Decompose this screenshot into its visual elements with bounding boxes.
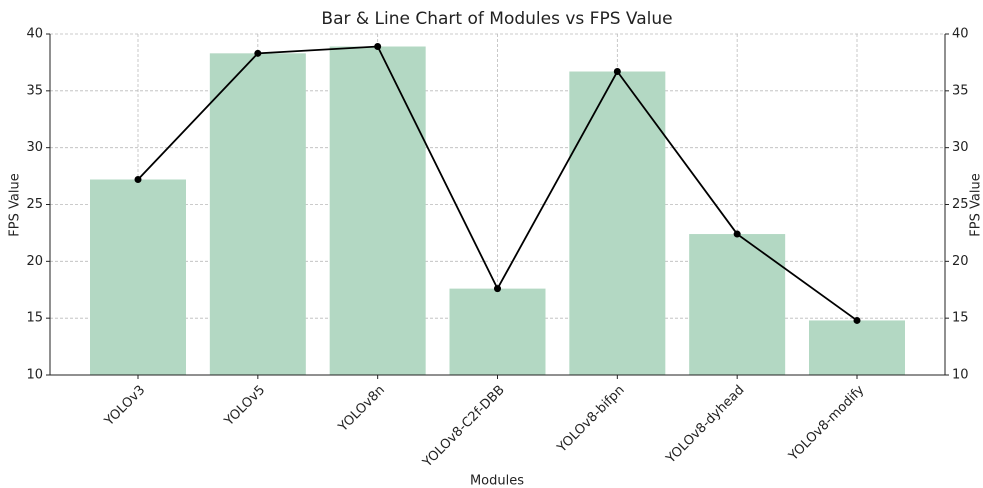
x-tick-label: YOLOv8n xyxy=(335,383,388,436)
x-tick-label: YOLOv8-bifpn xyxy=(554,383,628,457)
y2-tick-label: 25 xyxy=(952,197,969,212)
y2-axis-label: FPS Value xyxy=(969,173,983,236)
line-point xyxy=(494,285,501,293)
bar xyxy=(569,71,666,375)
y2-tick-label: 40 xyxy=(952,27,969,42)
y-axis-label: FPS Value xyxy=(8,173,23,236)
line-point xyxy=(733,230,741,238)
line-point xyxy=(134,175,142,183)
line-point xyxy=(254,49,262,57)
line-point xyxy=(613,68,621,76)
y-tick-label: 15 xyxy=(26,311,43,326)
bar xyxy=(809,320,905,375)
y-tick-label: 35 xyxy=(26,83,43,98)
y2-tick-label: 20 xyxy=(952,254,969,269)
line-point xyxy=(374,43,382,51)
x-tick-label: YOLOv8-C2f-DBB xyxy=(419,383,507,471)
y2-tick-label: 15 xyxy=(952,311,969,326)
y-tick-label: 40 xyxy=(26,27,43,42)
y2-tick-label: 30 xyxy=(952,140,969,155)
y-tick-label: 10 xyxy=(26,368,43,383)
y2-tick-label: 10 xyxy=(952,368,969,383)
x-axis-label: Modules xyxy=(470,474,524,488)
bar xyxy=(329,46,426,376)
bar xyxy=(449,288,546,375)
x-tick-label: YOLOv8-dyhead xyxy=(663,383,748,468)
x-tick-label: YOLOv5 xyxy=(221,383,268,430)
y-tick-label: 20 xyxy=(26,254,43,269)
line-point xyxy=(853,316,861,324)
y2-tick-label: 35 xyxy=(952,83,969,98)
x-tick-label: YOLOv8-modify xyxy=(786,382,868,464)
chart-title: Bar & Line Chart of Modules vs FPS Value xyxy=(321,9,672,29)
bar xyxy=(689,234,786,375)
x-tick-label: YOLOv3 xyxy=(101,383,148,430)
bar xyxy=(90,179,186,375)
bar xyxy=(209,53,306,375)
y-tick-label: 30 xyxy=(26,140,43,155)
y-tick-label: 25 xyxy=(26,197,43,212)
